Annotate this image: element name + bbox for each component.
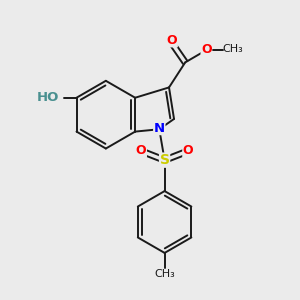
Text: CH₃: CH₃: [222, 44, 243, 54]
Text: N: N: [154, 122, 165, 135]
Text: O: O: [167, 34, 177, 47]
Text: O: O: [201, 43, 212, 56]
Text: O: O: [136, 144, 146, 157]
Text: S: S: [160, 153, 170, 167]
Text: CH₃: CH₃: [154, 269, 175, 279]
Text: O: O: [183, 144, 194, 157]
Text: HO: HO: [37, 91, 59, 104]
